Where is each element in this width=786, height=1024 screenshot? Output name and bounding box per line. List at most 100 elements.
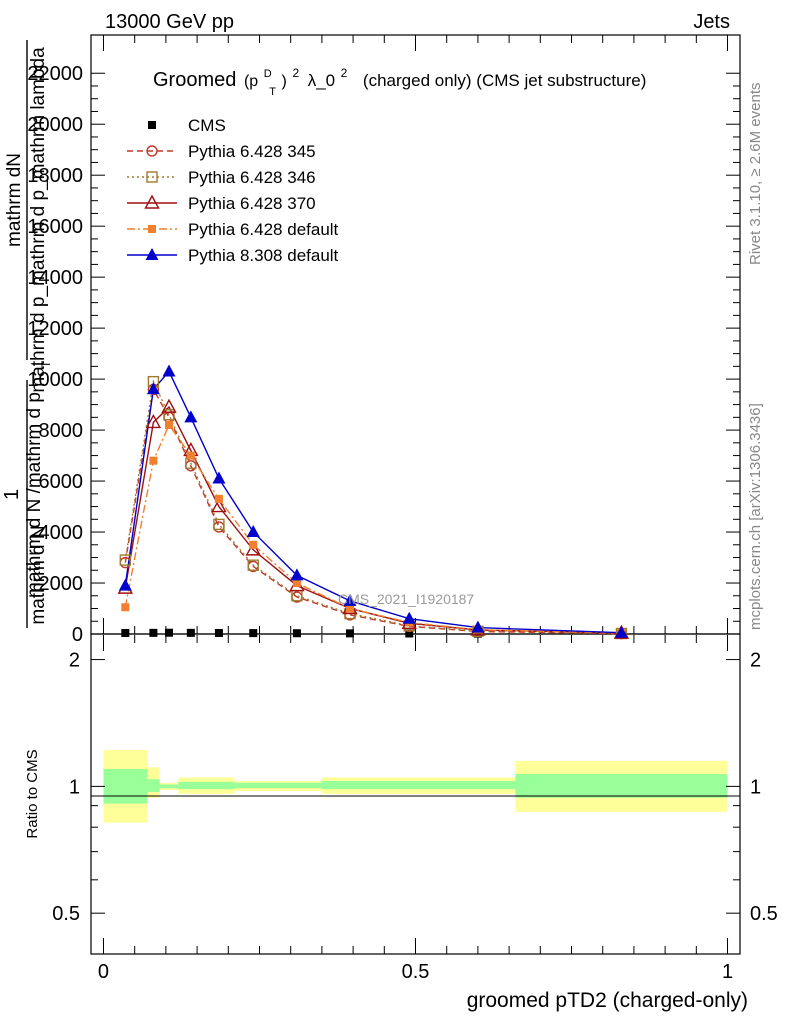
series-0-point [292,629,301,638]
ratio-y-axis: 0.5 0.5 1 1 2 2 [52,650,778,926]
legend-label: Pythia 6.428 345 [188,142,316,161]
ratio-stat-band-3 [178,781,235,790]
series-5-point [471,620,485,633]
title-p-close: ) [282,73,287,90]
main-ytick-label: 14000 [27,267,83,289]
plot-title: Groomed (p D T ) 2 λ_0 2 (charged only) … [153,60,646,100]
series-4-point [345,604,354,613]
series-5-point [343,593,357,606]
ylabel-top-denominator: mathrm d p_mathrm d p_mathrm lambda [28,47,49,393]
series-5-point [614,625,628,638]
main-ytick-label: 16000 [27,216,83,238]
legend-marker [146,145,158,157]
series-0-point [121,628,130,637]
mcplots-label: mcplots.cern.ch [arXiv:1306.3436] [747,403,764,630]
legend-label: Pythia 6.428 default [188,220,339,239]
series-4-line [124,423,622,634]
main-ytick-label: 2000 [39,573,84,595]
ratio-stat-band-1 [147,779,160,792]
series-3-point [145,413,162,429]
main-ytick-label: 18000 [27,165,83,187]
series-0-point [405,629,414,638]
series-4-point [165,420,174,429]
series-3-point [211,498,227,513]
xtick-label: 0 [98,961,109,983]
main-y-label: 1 mathrm dN mathrm d p_mathrm d p_mathrm… [1,40,53,628]
series-3-point [245,541,261,556]
series-4-point [249,540,258,549]
legend-marker [145,248,159,260]
series-0-point [214,628,223,637]
ratio-stat-band-0 [103,768,148,804]
series-2-point [119,554,132,566]
xtick-label: 0.5 [402,961,430,983]
ratio-bands [103,749,728,823]
series-2-point [213,518,225,531]
series-0-point [165,628,174,637]
ratio-ytick-label-left: 0.5 [52,903,80,925]
ylabel-one: 1 [1,489,23,500]
series-1-line [124,387,622,635]
main-ytick-label: 4000 [39,522,84,544]
main-ytick-label: 0 [72,624,83,646]
main-y-axis: 0 2000 4000 6000 8000 10000 12000 14000 16000 180… [27,63,740,646]
main-ytick-label: 6000 [39,471,84,493]
x-axis-label: groomed pTD2 (charged-only) [467,989,748,1012]
ratio-stat-band-4 [234,782,322,789]
title-lambda: λ_0 [308,71,335,90]
ratio-ytick-label-right: 0.5 [750,903,778,925]
title-p-sup: D [264,68,272,80]
main-ytick-label: 8000 [39,420,84,442]
ratio-stat-band-5 [321,780,516,790]
title-p: (p [244,73,258,90]
series-5-point [212,471,226,484]
series-markers [117,364,630,640]
title-suffix: (charged only) (CMS jet substructure) [363,71,646,90]
series-0-point [345,629,354,638]
legend-label: Pythia 8.308 default [188,246,339,265]
legend-marker [148,225,156,233]
ratio-ytick-label-right: 1 [750,776,761,798]
rivet-label: Rivet 3.1.10, ≥ 2.6M events [747,83,764,266]
legend-marker [148,121,156,129]
main-ytick-label: 12000 [27,318,83,340]
series-5-point [246,525,260,538]
series-5-point [162,364,176,377]
ratio-ytick-label-left: 1 [69,776,80,798]
series-2-point [163,409,175,421]
title-pow2: 2 [341,66,348,80]
series-5-point [118,578,132,591]
series-0-point [186,628,195,637]
series-4-point [214,494,223,503]
ylabel-bottom-sub: T [39,360,53,368]
legend-label: Pythia 6.428 370 [188,194,316,213]
ratio-y-label: Ratio to CMS [24,749,41,838]
ratio-ytick-label-right: 2 [750,650,761,672]
ratio-stat-band-6 [515,773,728,798]
legend-label: CMS [188,116,226,135]
ratio-stat-band-2 [159,784,179,789]
series-4-point [149,456,158,465]
series-5-point [146,382,160,395]
series-0-point [149,628,158,637]
series-5-point [290,568,304,581]
main-ytick-label: 20000 [27,114,83,136]
legend-label: Pythia 6.428 346 [188,168,316,187]
header-left: 13000 GeV pp [105,11,234,33]
series-5-point [184,410,198,423]
svg-text:Groomed (p D: Groomed (p D T ) 2 λ_0 2 (charged only) … [153,60,646,100]
series-5-point [402,611,416,624]
main-ytick-label: 22000 [27,63,83,85]
header-right: Jets [693,11,730,33]
series-2-point [247,559,259,571]
series-4-point [186,451,195,460]
series-2-line [124,379,622,635]
ylabel-bottom-denominator: mathrm d N [28,525,49,624]
ylabel-bottom-numerator: mathrm d N /mathrm d p [24,392,45,598]
legend-marker [144,194,160,209]
xtick-label: 1 [722,961,733,983]
series-4-point [121,603,130,612]
ratio-ytick-label-left: 2 [69,650,80,672]
legend: CMS Pythia 6.428 345 Pythia 6.428 346 Pythi… [127,116,339,265]
